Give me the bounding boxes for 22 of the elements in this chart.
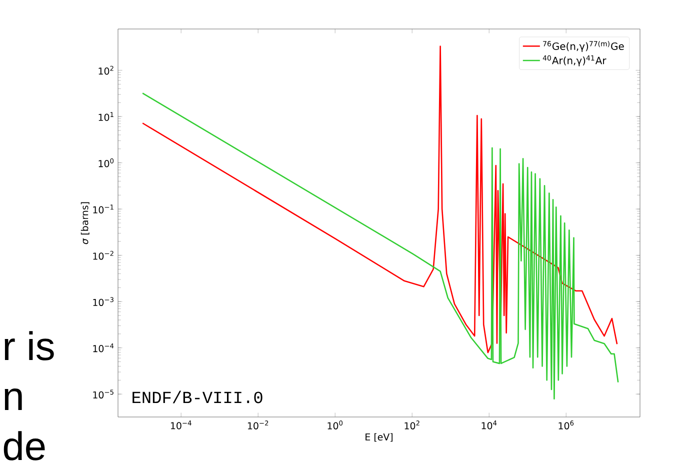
annotation: ENDF/B-VIII.0 [132,390,262,404]
x-axis-title: E [eV] [366,433,393,442]
y-tick-label: 10$^{1}$ [98,112,114,121]
x-tick-label: 10$^{4}$ [482,420,497,430]
y-tick-label: 10$^{−4}$ [93,343,114,352]
text: de [4,431,45,460]
y-tick-label: 10$^{−3}$ [93,297,114,306]
x-tick-label: 10$^{0}$ [328,420,343,430]
y-axis-title: σ [barns] [80,202,90,244]
y-tick-label: 10$^{−2}$ [93,250,114,260]
legend-label: $^{76}$Ge(n,γ)$^{77(m)}$Ge [543,40,624,52]
y-tick-label: 10$^{0}$ [98,158,114,168]
text: n [4,388,22,410]
x-tick-label: 10$^{6}$ [558,420,574,430]
text: r is [4,331,54,360]
x-tick-label: 10$^{−2}$ [248,420,268,430]
x-tick-label: 10$^{2}$ [404,420,420,430]
y-tick-label: 10$^{2}$ [98,66,114,75]
legend-label: $^{40}$Ar(n,γ)$^{41}$Ar [542,55,606,66]
x-tick-label: 10$^{−4}$ [170,420,192,430]
y-tick-label: 10$^{−5}$ [93,390,114,398]
y-tick-label: 10$^{−1}$ [93,204,114,214]
